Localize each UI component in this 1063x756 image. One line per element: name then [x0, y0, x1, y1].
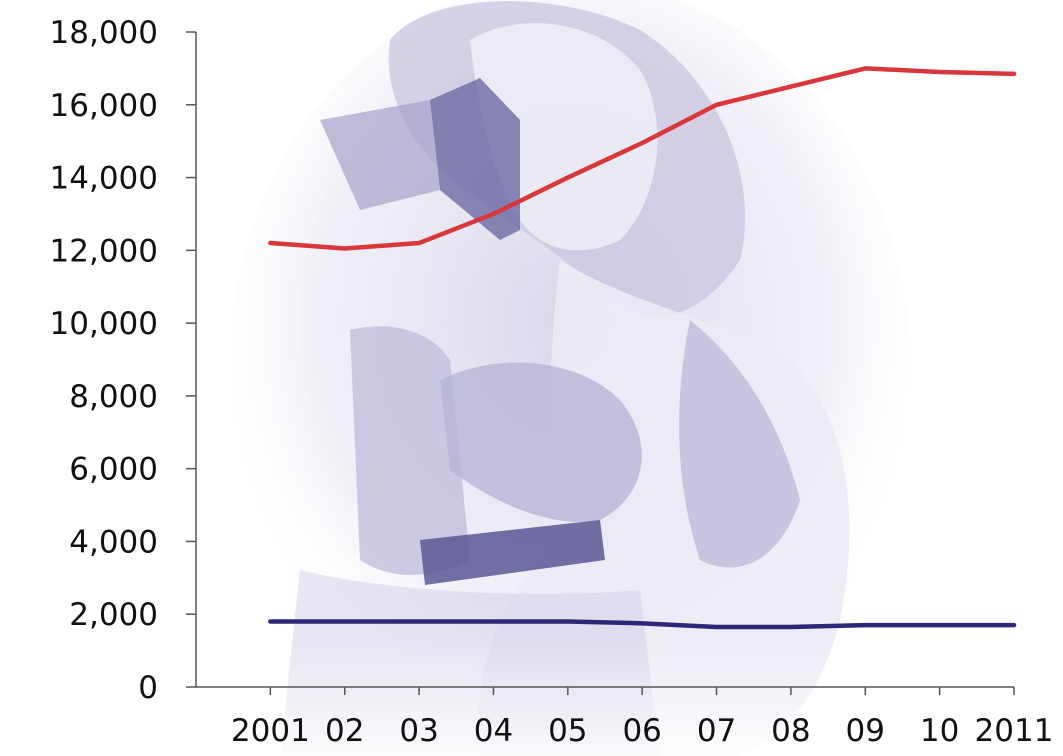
x-tick-label: 10 [920, 713, 959, 749]
y-tick-label: 16,000 [50, 88, 158, 124]
x-tick-label: 2011 [975, 713, 1054, 749]
x-tick-label: 09 [846, 713, 885, 749]
axes [195, 32, 1014, 688]
x-tick-label: 08 [771, 713, 810, 749]
series-line-1 [268, 66, 1017, 251]
y-tick-label: 0 [138, 670, 158, 706]
y-tick-label: 14,000 [50, 161, 158, 197]
x-tick-label: 07 [697, 713, 736, 749]
x-tick-label: 2001 [231, 713, 310, 749]
y-tick-label: 8,000 [69, 379, 158, 415]
y-tick-label: 4,000 [69, 524, 158, 560]
series-lines [268, 66, 1017, 630]
x-tick-label: 03 [399, 713, 438, 749]
y-tick-label: 6,000 [69, 452, 158, 488]
x-tick-label: 06 [622, 713, 661, 749]
series-line-2 [268, 619, 1017, 630]
y-tick-label: 18,000 [50, 15, 158, 51]
y-tick-label: 12,000 [50, 233, 158, 269]
y-axis-ticks: 18,000 16,000 14,000 12,000 10,000 8,000 6,000… [50, 15, 196, 706]
y-tick-label: 2,000 [69, 597, 158, 633]
x-axis-ticks: 2001 02 03 04 05 06 07 08 09 10 2011 [231, 687, 1054, 749]
x-tick-label: 05 [548, 713, 587, 749]
x-tick-label: 04 [474, 713, 513, 749]
y-tick-label: 10,000 [50, 306, 158, 342]
x-tick-label: 02 [325, 713, 364, 749]
